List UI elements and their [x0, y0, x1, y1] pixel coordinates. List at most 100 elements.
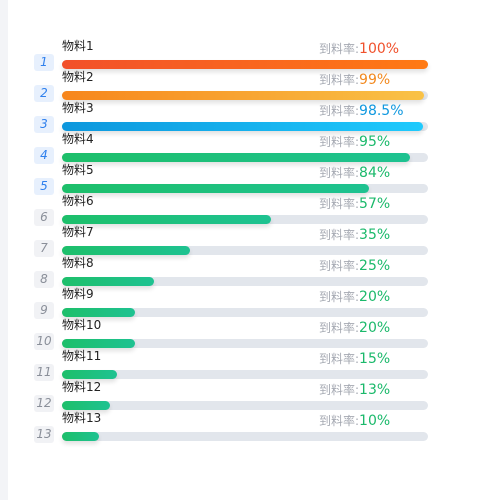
- rank-badge: 12: [34, 395, 54, 412]
- arrival-rate-label: 到料率:: [319, 352, 360, 366]
- arrival-rate: 到料率:99%: [319, 69, 390, 88]
- progress-track: [62, 308, 428, 317]
- arrival-rate: 到料率:25%: [319, 255, 390, 274]
- arrival-rate-label: 到料率:: [319, 259, 360, 273]
- progress-fill: [62, 122, 423, 131]
- arrival-rate: 到料率:15%: [319, 348, 390, 367]
- progress-track: [62, 122, 428, 131]
- rank-row-3: 3 物料3 到料率:98.5%: [0, 93, 500, 133]
- rank-badge: 6: [34, 209, 54, 226]
- rank-badge: 4: [34, 147, 54, 164]
- arrival-rate-value: 98.5%: [359, 103, 404, 119]
- arrival-rate-value: 20%: [359, 320, 391, 336]
- progress-track: [62, 60, 428, 69]
- progress-fill: [62, 432, 99, 441]
- progress-fill: [62, 308, 136, 317]
- arrival-rate-label: 到料率:: [319, 228, 360, 242]
- rank-row-13: 13 物料13 到料率:10%: [0, 403, 500, 443]
- progress-track: [62, 339, 428, 348]
- progress-fill: [62, 153, 410, 162]
- rank-row-12: 12 物料12 到料率:13%: [0, 372, 500, 412]
- rank-row-7: 7 物料7 到料率:35%: [0, 217, 500, 257]
- progress-track: [62, 91, 428, 100]
- arrival-rate-value: 13%: [359, 382, 391, 398]
- rank-badge: 9: [34, 302, 54, 319]
- rank-badge: 2: [34, 85, 54, 102]
- arrival-rate-label: 到料率:: [319, 42, 360, 56]
- rank-badge: 5: [34, 178, 54, 195]
- arrival-rate-value: 10%: [359, 413, 391, 429]
- arrival-rate-value: 25%: [359, 258, 391, 274]
- progress-fill: [62, 370, 117, 379]
- progress-track: [62, 184, 428, 193]
- arrival-rate-label: 到料率:: [319, 166, 360, 180]
- material-name: 物料11: [62, 349, 102, 363]
- progress-fill: [62, 401, 110, 410]
- rank-row-11: 11 物料11 到料率:15%: [0, 341, 500, 381]
- rank-badge: 8: [34, 271, 54, 288]
- progress-track: [62, 401, 428, 410]
- arrival-rate: 到料率:35%: [319, 224, 390, 243]
- arrival-rate-label: 到料率:: [319, 321, 360, 335]
- material-name: 物料7: [62, 225, 94, 239]
- material-name: 物料2: [62, 70, 94, 84]
- arrival-rate-label: 到料率:: [319, 290, 360, 304]
- material-name: 物料8: [62, 256, 94, 270]
- arrival-rate: 到料率:13%: [319, 379, 390, 398]
- material-name: 物料10: [62, 318, 102, 332]
- arrival-rate: 到料率:100%: [319, 38, 399, 57]
- progress-fill: [62, 215, 271, 224]
- arrival-rate: 到料率:20%: [319, 317, 390, 336]
- progress-fill: [62, 60, 428, 69]
- arrival-rate-label: 到料率:: [319, 197, 360, 211]
- arrival-rate: 到料率:98.5%: [319, 100, 404, 119]
- material-name: 物料12: [62, 380, 102, 394]
- arrival-rate-value: 84%: [359, 165, 391, 181]
- material-name: 物料5: [62, 163, 94, 177]
- arrival-rate-value: 20%: [359, 289, 391, 305]
- arrival-rate-label: 到料率:: [319, 104, 360, 118]
- rank-badge: 11: [34, 364, 54, 381]
- progress-fill: [62, 91, 425, 100]
- rank-row-5: 5 物料5 到料率:84%: [0, 155, 500, 195]
- material-name: 物料3: [62, 101, 94, 115]
- rank-row-8: 8 物料8 到料率:25%: [0, 248, 500, 288]
- rank-badge: 3: [34, 116, 54, 133]
- rank-badge: 13: [34, 426, 54, 443]
- material-name: 物料4: [62, 132, 94, 146]
- progress-fill: [62, 246, 191, 255]
- rank-badge: 10: [34, 333, 54, 350]
- arrival-rate-label: 到料率:: [319, 135, 360, 149]
- progress-fill: [62, 184, 370, 193]
- material-name: 物料13: [62, 411, 102, 425]
- arrival-rate-label: 到料率:: [319, 383, 360, 397]
- progress-fill: [62, 277, 154, 286]
- rank-row-2: 2 物料2 到料率:99%: [0, 62, 500, 102]
- arrival-rate-value: 99%: [359, 72, 391, 88]
- progress-track: [62, 246, 428, 255]
- progress-fill: [62, 339, 136, 348]
- arrival-rate: 到料率:84%: [319, 162, 390, 181]
- arrival-rate: 到料率:20%: [319, 286, 390, 305]
- arrival-rate: 到料率:10%: [319, 410, 390, 429]
- arrival-rate: 到料率:57%: [319, 193, 390, 212]
- rank-row-10: 10 物料10 到料率:20%: [0, 310, 500, 350]
- progress-track: [62, 277, 428, 286]
- rank-badge: 1: [34, 54, 54, 71]
- arrival-rate-value: 95%: [359, 134, 391, 150]
- material-name: 物料1: [62, 39, 94, 53]
- progress-track: [62, 215, 428, 224]
- rank-row-6: 6 物料6 到料率:57%: [0, 186, 500, 226]
- material-name: 物料9: [62, 287, 94, 301]
- material-name: 物料6: [62, 194, 94, 208]
- left-side-strip: [0, 0, 8, 500]
- progress-track: [62, 370, 428, 379]
- arrival-rate-value: 57%: [359, 196, 391, 212]
- rank-row-9: 9 物料9 到料率:20%: [0, 279, 500, 319]
- arrival-rate-value: 15%: [359, 351, 391, 367]
- rank-row-1: 1 物料1 到料率:100%: [0, 31, 500, 71]
- rank-badge: 7: [34, 240, 54, 257]
- progress-track: [62, 432, 428, 441]
